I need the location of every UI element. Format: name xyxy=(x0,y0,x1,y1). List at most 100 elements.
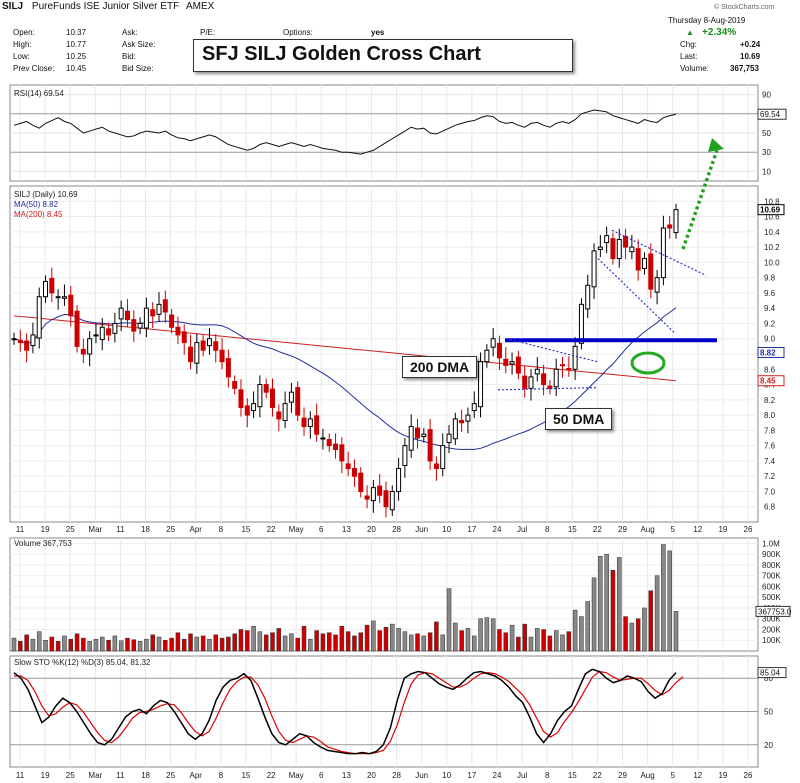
candle-body xyxy=(106,328,112,336)
price-tick-label: 7.2 xyxy=(764,472,776,481)
volume-bar xyxy=(24,634,29,652)
candle-body xyxy=(339,444,345,462)
sto-d-line xyxy=(14,670,684,755)
candle-body xyxy=(24,340,30,351)
volume-bar xyxy=(358,632,364,652)
pct-change: +2.34% xyxy=(702,27,737,38)
candle-body xyxy=(206,338,212,347)
sto-tick-label: 80 xyxy=(764,674,773,683)
candle-body xyxy=(648,253,654,290)
flag-upper-trendline xyxy=(611,229,707,276)
candle-body xyxy=(358,472,364,492)
volume-bar xyxy=(263,634,269,652)
price-tag: 8.82 xyxy=(760,348,776,357)
candle-body xyxy=(641,258,647,269)
x-tick-label: 8 xyxy=(219,525,224,534)
volume-label: Volume 367,753 xyxy=(14,539,72,548)
x-tick-label-bottom: 29 xyxy=(618,771,627,780)
candle-body xyxy=(188,346,194,363)
volume-bar xyxy=(188,633,193,652)
x-tick-label: 22 xyxy=(267,525,276,534)
candle-body xyxy=(36,296,42,339)
volume-label: Volume: xyxy=(680,64,709,73)
price-symbol-label: SILJ (Daily) 10.69 xyxy=(14,190,78,199)
volume-bar xyxy=(585,601,590,652)
dma50-label: 50 DMA xyxy=(545,408,613,430)
candle-body xyxy=(326,439,332,447)
sto-tick-label: 20 xyxy=(764,741,773,750)
volume-bar xyxy=(465,628,471,652)
rsi-tag-box xyxy=(757,108,787,120)
ma50-label: MA(50) 8.82 xyxy=(14,200,59,209)
candle-body xyxy=(219,349,225,363)
candle-body xyxy=(162,299,168,313)
volume-bar xyxy=(30,638,36,652)
volume-bar xyxy=(125,637,130,652)
volume-bar xyxy=(478,618,483,652)
x-tick-label-bottom: 10 xyxy=(442,771,451,780)
volume-bar xyxy=(308,638,313,652)
x-tick-label-bottom: 12 xyxy=(693,771,702,780)
volume-bar xyxy=(320,633,326,652)
candle-body xyxy=(238,389,244,408)
volume-bar xyxy=(245,630,250,652)
ask-size-label: Ask Size: xyxy=(122,40,156,49)
candle-body xyxy=(55,296,61,299)
candle-body xyxy=(87,338,93,355)
volume-bar xyxy=(232,633,237,652)
candle-body xyxy=(143,307,149,329)
volume-bar xyxy=(81,637,86,652)
x-tick-label-bottom: 15 xyxy=(241,771,250,780)
volume-bar xyxy=(200,635,206,652)
volume-bar xyxy=(137,641,143,652)
price-tick-label: 9.8 xyxy=(764,274,776,283)
candle-body xyxy=(11,338,17,341)
candle-body xyxy=(503,358,509,366)
x-tick-label: 25 xyxy=(166,525,175,534)
volume-bar xyxy=(440,634,445,652)
price-tick-label: 10.8 xyxy=(764,197,780,206)
volume-bar xyxy=(333,634,338,652)
x-tick-label-bottom: 22 xyxy=(593,771,602,780)
candle-body xyxy=(591,250,597,288)
candle-body xyxy=(131,319,137,332)
last-label: Last: xyxy=(680,52,698,61)
volume-bar xyxy=(390,623,395,652)
open-label: Open: xyxy=(13,28,35,37)
rsi-tag: 69.54 xyxy=(760,110,781,119)
volume-bar xyxy=(175,632,181,652)
volume-bar xyxy=(93,638,99,652)
candle-body xyxy=(282,403,288,421)
candle-body xyxy=(169,314,175,328)
candle-body xyxy=(667,224,673,229)
chart-title-box: SFJ SILJ Golden Cross Chart xyxy=(193,39,573,72)
volume-bar xyxy=(383,627,389,652)
volume-bar xyxy=(352,635,357,652)
candle-body xyxy=(225,358,231,378)
candle-body xyxy=(459,419,465,424)
candle-body xyxy=(61,296,67,299)
x-tick-label: 11 xyxy=(16,525,25,534)
price-tag-box xyxy=(757,204,785,216)
volume-bar xyxy=(326,632,332,652)
x-tick-label-bottom: 22 xyxy=(267,771,276,780)
volume-bar xyxy=(55,641,61,652)
sto-label: Slow STO %K(12) %D(3) 85.04, 81.32 xyxy=(14,658,151,667)
x-tick-label-bottom: 11 xyxy=(16,771,25,780)
candle-body xyxy=(175,326,181,336)
candle-body xyxy=(269,388,275,408)
quote-date: Thursday 8-Aug-2019 xyxy=(668,16,746,25)
x-tick-label-bottom: 26 xyxy=(744,771,753,780)
price-tick-label: 10.0 xyxy=(764,258,780,267)
volume-tag-box xyxy=(755,605,791,617)
candle-body xyxy=(396,468,402,492)
candle-body xyxy=(534,368,540,375)
candle-body xyxy=(93,334,99,337)
x-tick-label: May xyxy=(289,525,304,534)
candle-body xyxy=(320,437,326,440)
price-tick-label: 7.8 xyxy=(764,426,776,435)
x-tick-label-bottom: May xyxy=(289,771,304,780)
candle-body xyxy=(597,246,603,250)
x-tick-label: 18 xyxy=(141,525,150,534)
